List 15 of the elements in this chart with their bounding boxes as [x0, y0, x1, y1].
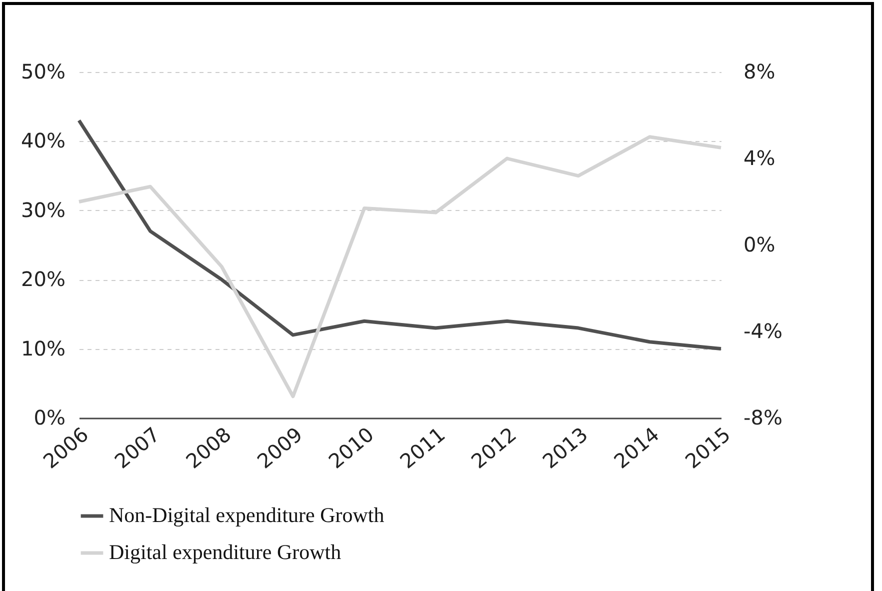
y2-tick-label: -4% [744, 319, 782, 343]
line-series [77, 135, 723, 398]
y-tick-label: 10% [21, 336, 66, 360]
y2-tick-label: 0% [744, 232, 776, 256]
y2-tick-label: 4% [744, 146, 776, 170]
legend-label: Digital expenditure Growth [109, 540, 342, 564]
y2-tick-label: -8% [744, 406, 782, 430]
line-series [77, 118, 723, 351]
y-tick-label: 0% [34, 406, 66, 430]
y-tick-label: 30% [21, 198, 66, 222]
y-tick-label: 50% [21, 60, 66, 84]
legend-label: Non-Digital expenditure Growth [109, 503, 385, 527]
y2-tick-label: 8% [744, 60, 776, 84]
y-tick-label: 20% [21, 267, 66, 292]
y-tick-label: 40% [21, 128, 66, 153]
